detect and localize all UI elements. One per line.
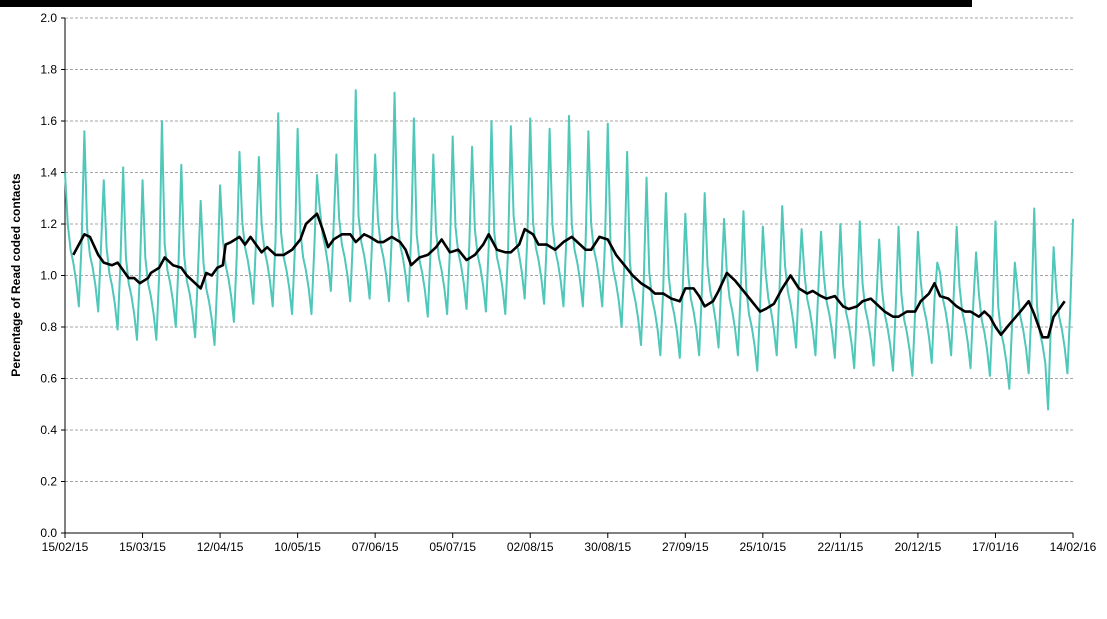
y-tick-label: 0.2 xyxy=(40,475,57,489)
series-line xyxy=(64,89,1074,411)
x-tick-label: 27/09/15 xyxy=(662,540,709,554)
x-tick-label: 05/07/15 xyxy=(429,540,476,554)
y-tick-label: 0.4 xyxy=(40,423,57,437)
x-tick-label: 15/02/15 xyxy=(42,540,89,554)
y-tick-label: 0.8 xyxy=(40,320,57,334)
x-tick-label: 07/06/15 xyxy=(352,540,399,554)
y-tick-label: 0.0 xyxy=(40,526,57,540)
title-bar xyxy=(0,0,972,7)
y-tick-label: 1.4 xyxy=(40,166,57,180)
x-tick-label: 14/02/16 xyxy=(1050,540,1097,554)
y-tick-label: 1.6 xyxy=(40,114,57,128)
x-tick-label: 02/08/15 xyxy=(507,540,554,554)
y-tick-label: 2.0 xyxy=(40,11,57,25)
series-line xyxy=(72,212,1066,339)
y-tick-label: 1.2 xyxy=(40,217,57,231)
x-tick-label: 25/10/15 xyxy=(739,540,786,554)
x-tick-label: 17/01/16 xyxy=(972,540,1019,554)
x-tick-label: 30/08/15 xyxy=(584,540,631,554)
x-tick-label: 22/11/15 xyxy=(817,540,863,554)
y-tick-label: 1.8 xyxy=(40,63,57,77)
y-axis-label: Percentage of Read coded contacts xyxy=(9,173,23,377)
y-tick-label: 0.6 xyxy=(40,372,57,386)
x-tick-label: 12/04/15 xyxy=(197,540,244,554)
x-tick-label: 20/12/15 xyxy=(895,540,942,554)
x-tick-label: 15/03/15 xyxy=(119,540,166,554)
x-tick-label: 10/05/15 xyxy=(274,540,321,554)
y-tick-label: 1.0 xyxy=(40,269,57,283)
